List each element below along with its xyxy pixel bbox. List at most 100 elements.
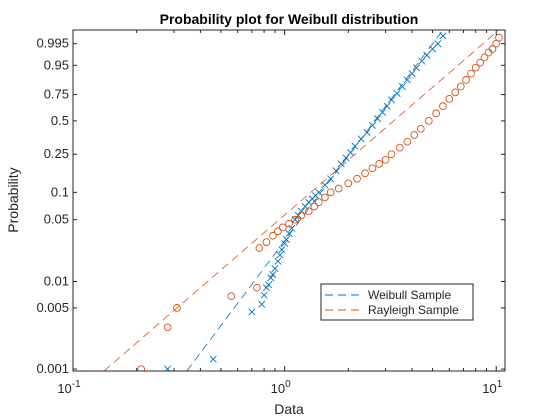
legend-entry: Weibull Sample xyxy=(368,288,451,302)
series-rayleigh xyxy=(103,30,503,371)
data-point xyxy=(439,102,447,110)
chart-title: Probability plot for Weibull distributio… xyxy=(160,11,419,27)
data-point xyxy=(495,33,503,42)
data-point xyxy=(321,193,329,202)
data-point xyxy=(269,271,277,279)
data-point xyxy=(164,365,172,371)
data-point xyxy=(403,137,412,146)
data-point xyxy=(288,224,296,232)
data-point xyxy=(260,291,268,299)
data-point xyxy=(278,246,286,254)
data-point xyxy=(476,58,485,67)
data-point xyxy=(255,244,264,252)
data-point xyxy=(281,239,289,248)
data-point xyxy=(347,148,355,157)
data-point xyxy=(248,308,256,316)
data-point xyxy=(368,164,377,173)
series-layer xyxy=(103,30,503,371)
data-point xyxy=(269,231,277,240)
x-tick-label: 10-1 xyxy=(57,379,81,396)
data-point xyxy=(403,76,411,84)
data-point xyxy=(274,227,282,236)
data-point xyxy=(278,223,287,232)
data-point xyxy=(410,131,419,139)
y-tick-label: 0.25 xyxy=(44,146,69,161)
data-point xyxy=(314,198,323,207)
data-point xyxy=(418,57,426,65)
data-point xyxy=(285,219,293,228)
data-point xyxy=(363,128,371,136)
y-tick-label: 0.05 xyxy=(44,212,69,227)
y-tick-label: 0.5 xyxy=(51,113,69,128)
data-point xyxy=(291,216,299,224)
data-point xyxy=(282,235,290,243)
y-tick-label: 0.995 xyxy=(36,36,69,51)
data-point xyxy=(327,175,335,183)
y-tick-label: 0.75 xyxy=(44,87,69,102)
data-point xyxy=(265,281,273,289)
data-point xyxy=(276,251,284,259)
data-point xyxy=(451,88,460,97)
data-point xyxy=(368,121,376,129)
data-point xyxy=(285,229,293,238)
data-point xyxy=(334,184,343,193)
tick-layer: 0.001 0.005 0.01 0.05 0.1 0.25 0.5 0.75 0.95 0.99… xyxy=(36,30,505,396)
data-point xyxy=(375,160,384,168)
data-point xyxy=(227,292,236,301)
data-point xyxy=(462,76,470,84)
y-tick-label: 0.005 xyxy=(36,300,69,315)
data-point xyxy=(381,155,390,164)
y-axis-label: Probability xyxy=(5,167,21,232)
data-point xyxy=(271,265,279,273)
data-point xyxy=(471,63,480,72)
data-point xyxy=(209,355,217,363)
data-point xyxy=(163,323,172,332)
data-point xyxy=(434,40,442,48)
data-point xyxy=(429,45,437,53)
data-point xyxy=(395,143,404,152)
data-point xyxy=(488,45,497,53)
x-tick-label: 101 xyxy=(482,379,502,396)
fit-line xyxy=(186,30,444,371)
data-point xyxy=(480,53,489,62)
data-point xyxy=(310,202,319,211)
data-point xyxy=(326,188,335,197)
data-point xyxy=(258,300,266,308)
data-point xyxy=(445,95,454,103)
data-point xyxy=(387,150,396,159)
data-point xyxy=(357,135,365,143)
data-point xyxy=(291,215,299,224)
data-point xyxy=(408,70,416,78)
legend-box xyxy=(320,283,474,321)
data-point xyxy=(424,117,433,125)
data-point xyxy=(388,96,396,104)
data-point xyxy=(267,274,275,282)
data-point xyxy=(297,207,305,215)
data-point xyxy=(342,154,350,162)
fit-line xyxy=(103,30,500,371)
y-tick-label: 0.95 xyxy=(44,57,69,72)
data-point xyxy=(274,257,282,265)
data-point xyxy=(416,124,425,133)
data-point xyxy=(262,284,270,292)
data-point xyxy=(137,365,146,371)
data-point xyxy=(315,188,323,196)
data-point xyxy=(398,82,406,91)
data-point xyxy=(467,69,475,78)
data-point xyxy=(353,174,361,183)
data-point xyxy=(423,51,431,59)
data-point xyxy=(262,238,271,246)
data-point xyxy=(456,82,465,91)
data-point xyxy=(297,211,306,220)
data-point xyxy=(304,207,313,216)
y-tick-label: 0.1 xyxy=(51,184,69,199)
y-tick-label: 0.001 xyxy=(36,361,69,376)
legend-entry: Rayleigh Sample xyxy=(368,303,459,317)
data-point xyxy=(253,283,261,292)
data-point xyxy=(361,169,369,178)
data-point xyxy=(374,115,382,123)
data-point xyxy=(321,181,329,189)
data-point xyxy=(383,102,391,110)
